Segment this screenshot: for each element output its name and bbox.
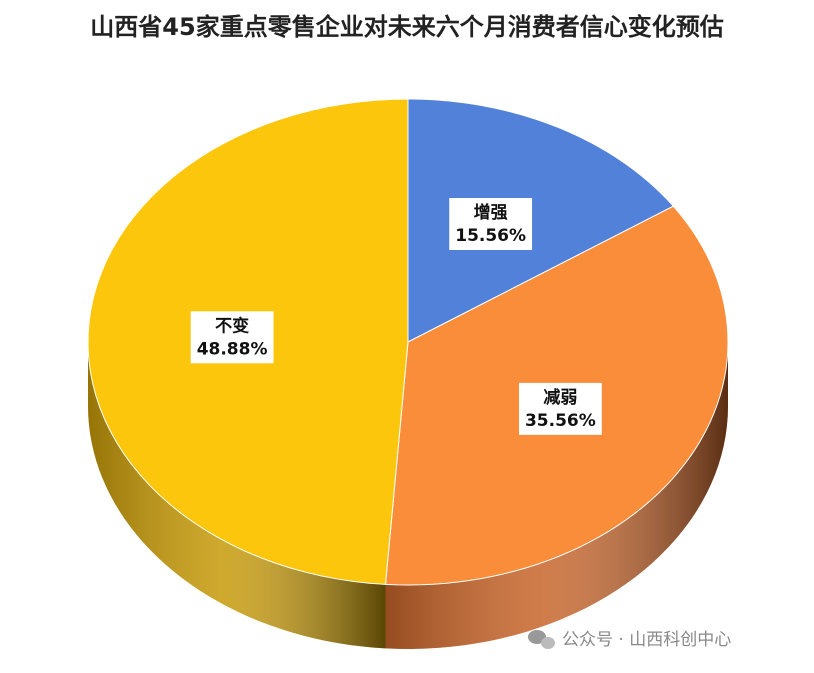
category-label: 增强 [474,202,508,223]
slice [407,98,675,343]
slice-side-shade [88,342,386,649]
chart-title: 山西省45家重点零售企业对未来六个月消费者信心变化预估 [90,13,723,41]
value-label: 48.88% [197,339,268,359]
label-box [518,382,602,435]
category-label: 减弱 [543,387,577,408]
category-label: 不变 [215,315,249,336]
label-box [190,311,274,364]
value-label: 15.56% [455,226,526,246]
data-label: 不变 48.88% [190,311,274,364]
watermark: 公众号 · 山西科创中心 [562,630,731,650]
slice-side-shade [385,342,728,649]
value-label: 35.56% [525,411,596,431]
data-label: 增强 15.56% [449,198,533,251]
pie: 增强 15.56% 减弱 35.56% 不变 48.88% [87,98,729,649]
watermark-icon [528,630,555,649]
data-label: 减弱 35.56% [518,382,602,435]
label-box [449,198,533,251]
